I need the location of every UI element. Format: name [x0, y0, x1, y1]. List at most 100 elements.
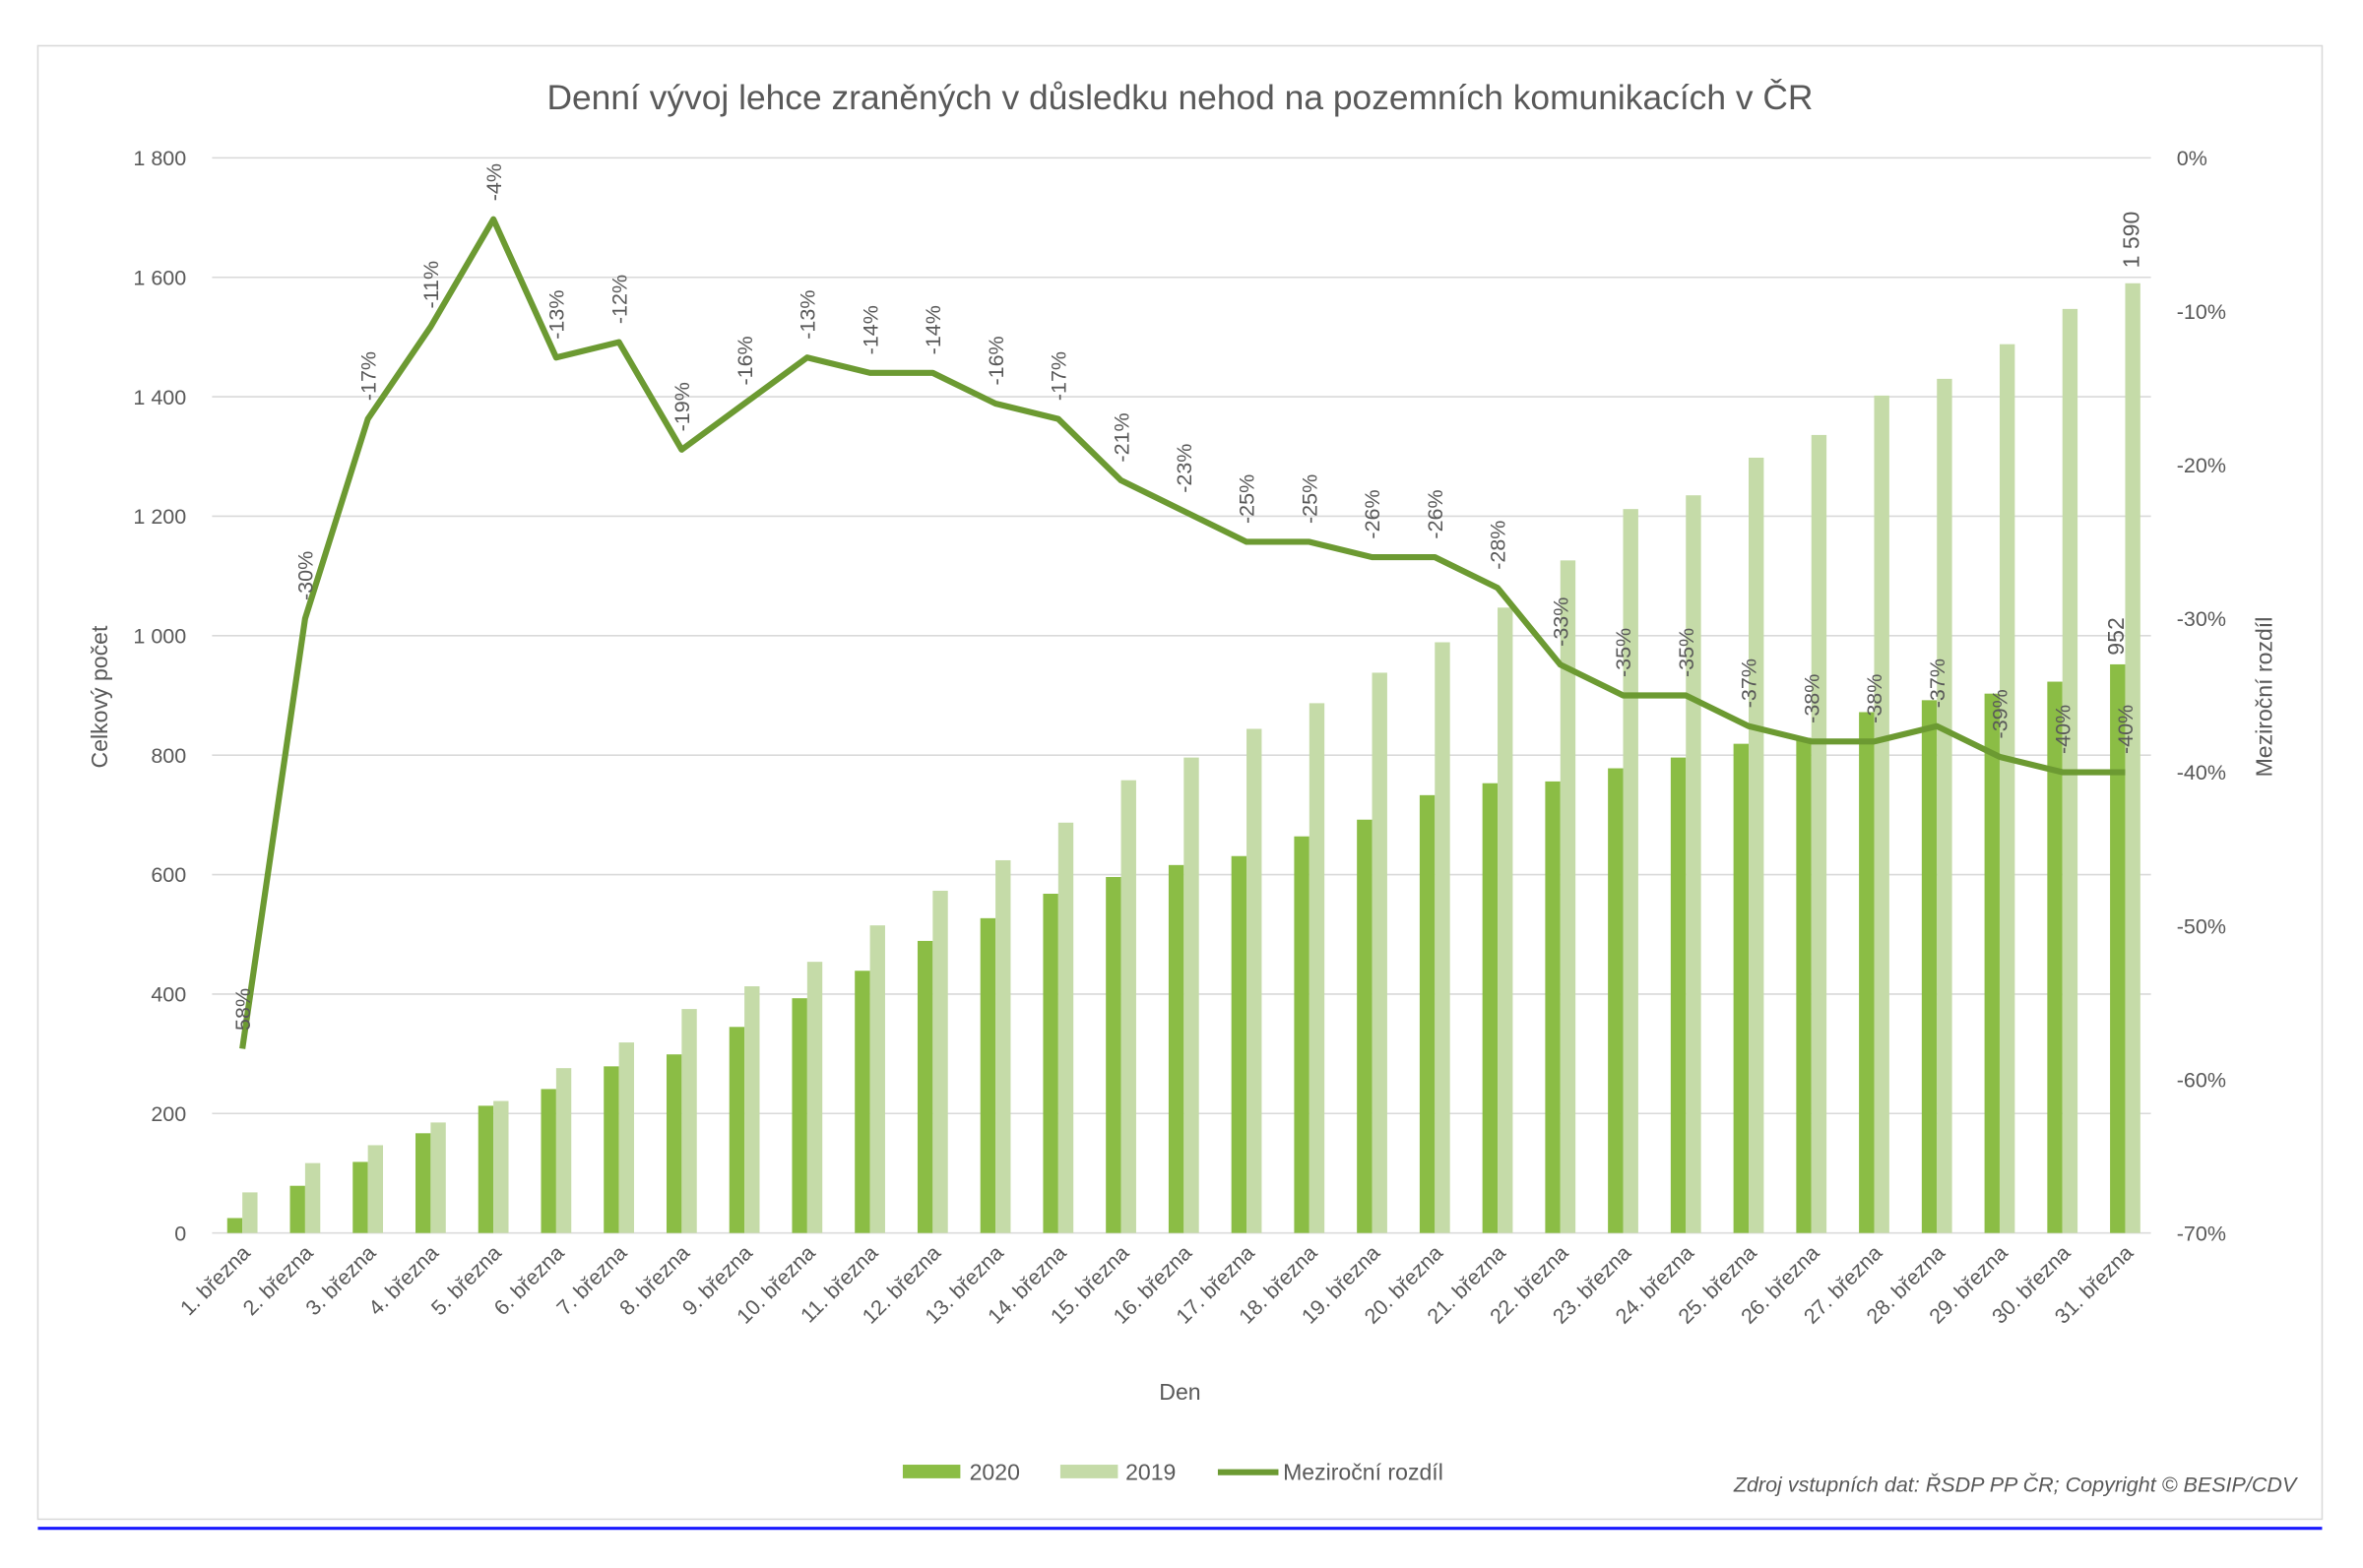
- bar-2020: [1796, 737, 1812, 1233]
- bar-2019: [1435, 642, 1450, 1233]
- line-data-label: -19%: [671, 382, 694, 431]
- line-data-label: -37%: [1738, 659, 1761, 708]
- bar-2019: [1749, 457, 1764, 1233]
- bar-2020: [1043, 893, 1058, 1233]
- bar-2020: [1294, 836, 1309, 1233]
- data-label-2020: 952: [2103, 617, 2129, 655]
- line-data-label: -26%: [1361, 489, 1384, 538]
- y2-tick-label: -20%: [2177, 454, 2226, 477]
- line-data-label: -14%: [859, 305, 882, 354]
- line-data-label: -35%: [1612, 628, 1635, 677]
- bar-2020: [1168, 864, 1184, 1233]
- bar-2020: [792, 998, 807, 1233]
- line-data-label: -38%: [1800, 674, 1823, 723]
- x-axis-title: Den: [1159, 1379, 1200, 1405]
- bar-2020: [729, 1027, 745, 1233]
- bar-2020: [226, 1218, 243, 1233]
- bar-2020: [1106, 876, 1121, 1233]
- bar-2019: [869, 925, 885, 1233]
- bar-2019: [1309, 703, 1325, 1233]
- data-label-2019: 1 590: [2118, 212, 2143, 269]
- bar-2020: [1482, 783, 1499, 1233]
- bar-2019: [1183, 757, 1199, 1233]
- legend-swatch-2019: [1059, 1465, 1118, 1478]
- bar-2019: [1811, 434, 1827, 1233]
- legend-label-2019: 2019: [1125, 1459, 1176, 1484]
- bar-2019: [367, 1145, 384, 1233]
- bar-2020: [478, 1105, 494, 1233]
- y2-tick-label: -30%: [2177, 607, 2226, 631]
- y-tick-label: 800: [151, 744, 186, 768]
- bar-2020: [1859, 712, 1875, 1233]
- y2-tick-label: -70%: [2177, 1222, 2226, 1245]
- bar-2020: [415, 1133, 431, 1233]
- line-data-label: -26%: [1424, 489, 1447, 538]
- line-data-label: -25%: [1298, 474, 1321, 524]
- legend-swatch-2020: [902, 1465, 961, 1478]
- line-data-label: -35%: [1675, 628, 1698, 677]
- line-data-label: -14%: [922, 305, 945, 354]
- line-data-label: -17%: [356, 351, 380, 401]
- bar-2019: [1999, 344, 2015, 1233]
- line-data-label: -17%: [1048, 351, 1071, 401]
- bar-2019: [430, 1122, 446, 1233]
- bar-2019: [744, 986, 760, 1233]
- line-data-label: -13%: [797, 290, 820, 340]
- bar-2020: [604, 1066, 619, 1233]
- y2-tick-label: -50%: [2177, 914, 2226, 938]
- line-data-label: -25%: [1236, 474, 1259, 524]
- bar-2019: [1874, 395, 1889, 1233]
- y-tick-label: 0: [174, 1222, 186, 1245]
- bar-2020: [1921, 700, 1938, 1233]
- bar-2019: [1246, 728, 1262, 1233]
- bar-2020: [666, 1054, 682, 1233]
- y2-tick-label: -60%: [2177, 1068, 2226, 1092]
- bar-2020: [917, 940, 933, 1233]
- y-tick-label: 400: [151, 983, 186, 1007]
- bar-2019: [1937, 378, 1952, 1233]
- line-data-label: -28%: [1487, 521, 1510, 570]
- bar-2019: [681, 1009, 697, 1233]
- bar-2019: [1372, 672, 1387, 1233]
- source-note: Zdroj vstupních dat: ŘSDP PP ČR; Copyrig…: [1733, 1473, 2299, 1497]
- line-data-label: 58%: [231, 988, 255, 1031]
- bar-2019: [493, 1100, 509, 1233]
- chart-title: Denní vývoj lehce zraněných v důsledku n…: [546, 79, 1813, 117]
- bar-2019: [1498, 607, 1513, 1233]
- line-data-label: -40%: [2114, 705, 2138, 754]
- bar-2020: [980, 917, 996, 1233]
- y-tick-label: 200: [151, 1102, 186, 1126]
- y-tick-label: 1 600: [133, 266, 186, 289]
- y-tick-label: 1 000: [133, 625, 186, 649]
- bar-2020: [1419, 794, 1436, 1233]
- bar-2020: [1545, 781, 1561, 1233]
- bar-2019: [1560, 560, 1576, 1233]
- line-data-label: -21%: [1110, 412, 1133, 462]
- line-data-label: -4%: [482, 163, 506, 201]
- bar-2019: [1120, 780, 1136, 1233]
- line-data-label: -16%: [734, 336, 757, 385]
- y2-axis-title: Meziroční rozdíl: [2252, 617, 2277, 778]
- bar-2019: [1057, 822, 1074, 1233]
- bar-2020: [2047, 681, 2063, 1233]
- bar-2020: [1984, 693, 2000, 1233]
- bar-2020: [541, 1089, 556, 1233]
- bar-2019: [1686, 495, 1701, 1233]
- line-data-label: -39%: [1989, 689, 2012, 738]
- legend: 2020 2019 Meziroční rozdíl: [902, 1459, 1443, 1484]
- line-data-label: -37%: [1926, 659, 1949, 708]
- legend-label-2020: 2020: [970, 1459, 1020, 1484]
- y-axis-title: Celkový počet: [87, 625, 112, 768]
- bar-2020: [1357, 819, 1373, 1233]
- line-data-label: -23%: [1173, 444, 1196, 493]
- y2-tick-label: 0%: [2177, 147, 2207, 170]
- bar-2019: [242, 1192, 258, 1233]
- bar-2019: [995, 859, 1011, 1233]
- y2-tick-label: -10%: [2177, 300, 2226, 324]
- line-data-label: -13%: [545, 290, 569, 340]
- bar-2020: [1608, 768, 1624, 1233]
- y-tick-label: 1 800: [133, 147, 186, 170]
- line-data-label: -38%: [1863, 674, 1886, 723]
- line-data-label: -30%: [294, 551, 318, 600]
